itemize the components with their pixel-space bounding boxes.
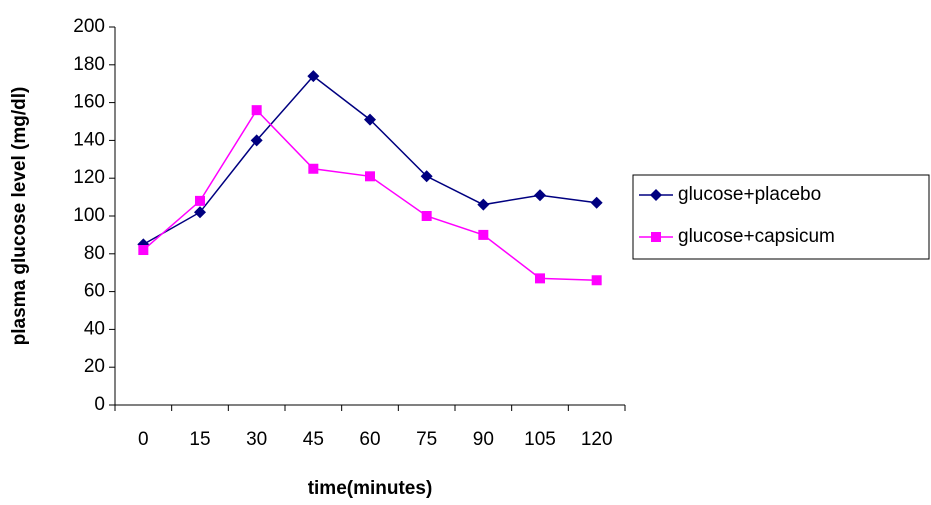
x-tick-label: 120 bbox=[581, 429, 613, 450]
legend-label: glucose+placebo bbox=[678, 184, 821, 205]
y-tick-label: 200 bbox=[73, 16, 105, 37]
series-line bbox=[143, 110, 596, 280]
marker bbox=[252, 105, 262, 115]
marker bbox=[534, 189, 546, 201]
y-tick-label: 160 bbox=[73, 92, 105, 113]
y-tick-label: 80 bbox=[84, 243, 105, 264]
x-tick-label: 45 bbox=[303, 429, 324, 450]
y-tick-label: 140 bbox=[73, 129, 105, 150]
x-tick-label: 105 bbox=[524, 429, 556, 450]
y-tick-label: 180 bbox=[73, 54, 105, 75]
x-tick-label: 0 bbox=[138, 429, 149, 450]
y-tick-label: 20 bbox=[84, 356, 105, 377]
y-axis-title: plasma glucose level (mg/dl) bbox=[9, 87, 30, 346]
marker bbox=[195, 196, 205, 206]
marker bbox=[365, 171, 375, 181]
x-tick-label: 15 bbox=[189, 429, 210, 450]
legend-marker bbox=[651, 232, 661, 242]
marker bbox=[535, 273, 545, 283]
x-tick-label: 90 bbox=[473, 429, 494, 450]
marker bbox=[138, 245, 148, 255]
series-line bbox=[143, 76, 596, 244]
x-tick-label: 30 bbox=[246, 429, 267, 450]
y-tick-label: 100 bbox=[73, 205, 105, 226]
legend-label: glucose+capsicum bbox=[678, 226, 835, 247]
x-axis-title: time(minutes) bbox=[308, 478, 433, 499]
y-tick-label: 40 bbox=[84, 318, 105, 339]
page: {"chart_data": {"type": "line", "x_label… bbox=[0, 0, 931, 505]
marker bbox=[308, 164, 318, 174]
marker bbox=[592, 275, 602, 285]
y-tick-label: 120 bbox=[73, 167, 105, 188]
y-tick-label: 0 bbox=[94, 394, 105, 415]
x-tick-label: 60 bbox=[359, 429, 380, 450]
marker bbox=[422, 211, 432, 221]
y-tick-label: 60 bbox=[84, 281, 105, 302]
x-tick-label: 75 bbox=[416, 429, 437, 450]
marker bbox=[478, 230, 488, 240]
marker bbox=[591, 197, 603, 209]
marker bbox=[477, 199, 489, 211]
chart: time(minutes) plasma glucose level (mg/d… bbox=[0, 0, 931, 500]
